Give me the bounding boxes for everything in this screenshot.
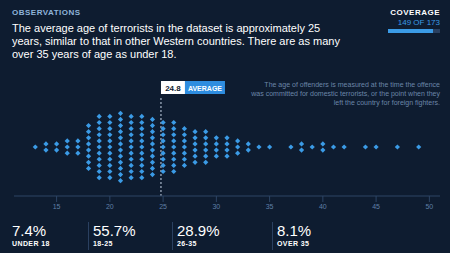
html-text:OVER 35: OVER 35: [277, 240, 310, 247]
html-text:COVERAGE: COVERAGE: [390, 8, 440, 17]
svg-text:50: 50: [425, 203, 433, 210]
svg-text:20: 20: [106, 203, 114, 210]
svg-text:30: 30: [212, 203, 220, 210]
svg-text:24.8: 24.8: [165, 84, 181, 93]
html-text:28.9%: 28.9%: [177, 222, 220, 239]
html-text:7.4%: 7.4%: [12, 222, 47, 239]
html-text:UNDER 18: UNDER 18: [12, 240, 50, 247]
html-text:OBSERVATIONS: OBSERVATIONS: [12, 8, 81, 17]
html-text:The average age of terrorists: The average age of terrorists in the dat…: [12, 22, 340, 60]
svg-text:15: 15: [53, 203, 61, 210]
svg-text:35: 35: [266, 203, 274, 210]
html-text:The age of offenders is measur: The age of offenders is measured at the …: [251, 81, 440, 106]
html-text:26-35: 26-35: [177, 240, 197, 247]
svg-text:40: 40: [319, 203, 327, 210]
html-text:55.7%: 55.7%: [93, 222, 136, 239]
html-text:149 OF 173: 149 OF 173: [397, 18, 440, 27]
svg-text:25: 25: [159, 203, 167, 210]
html-text:18-25: 18-25: [93, 240, 113, 247]
svg-text:45: 45: [372, 203, 380, 210]
svg-text:AVERAGE: AVERAGE: [188, 85, 222, 92]
html-text:8.1%: 8.1%: [277, 222, 312, 239]
